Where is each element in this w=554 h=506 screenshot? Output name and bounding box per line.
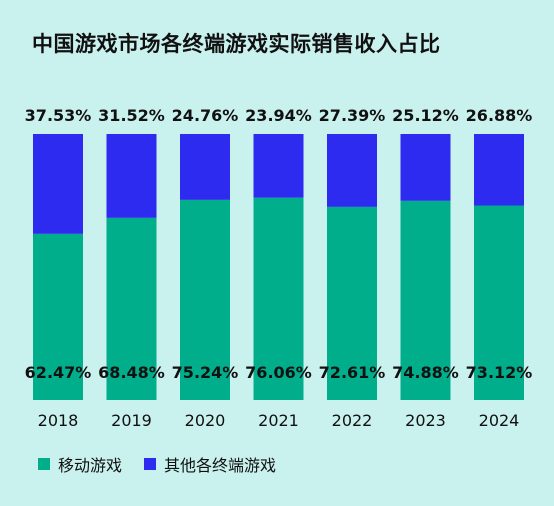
data-label-other-2023: 25.12% bbox=[392, 106, 459, 125]
bar-other-2024 bbox=[474, 134, 524, 206]
bar-mobile-2023 bbox=[400, 200, 451, 400]
data-label-mobile-2023: 74.88% bbox=[392, 363, 459, 382]
x-tick-label-2024: 2024 bbox=[479, 411, 520, 430]
bars-group bbox=[33, 134, 524, 400]
data-label-other-2020: 24.76% bbox=[172, 106, 239, 125]
data-label-other-2021: 23.94% bbox=[245, 106, 312, 125]
bar-mobile-2018 bbox=[33, 233, 83, 400]
data-label-other-2019: 31.52% bbox=[98, 106, 165, 125]
data-label-mobile-2021: 76.06% bbox=[245, 363, 312, 382]
bar-other-2021 bbox=[253, 134, 304, 198]
data-label-mobile-2022: 72.61% bbox=[319, 363, 386, 382]
legend-swatch-mobile bbox=[38, 458, 50, 470]
data-label-other-2024: 26.88% bbox=[466, 106, 533, 125]
x-tick-label-2021: 2021 bbox=[258, 411, 299, 430]
bar-mobile-2019 bbox=[106, 217, 157, 400]
bar-other-2022 bbox=[327, 134, 377, 207]
legend-swatch-other bbox=[144, 458, 157, 470]
bar-other-2019 bbox=[106, 134, 157, 218]
data-label-mobile-2018: 62.47% bbox=[25, 363, 92, 382]
data-label-mobile-2024: 73.12% bbox=[466, 363, 533, 382]
legend-item-other: 其他各终端游戏 bbox=[144, 452, 276, 476]
x-tick-label-2018: 2018 bbox=[38, 411, 79, 430]
x-tick-label-2023: 2023 bbox=[405, 411, 446, 430]
bar-other-2023 bbox=[400, 134, 451, 201]
bar-mobile-2022 bbox=[327, 206, 377, 400]
bar-other-2020 bbox=[180, 134, 230, 200]
bar-mobile-2020 bbox=[180, 199, 230, 400]
data-label-mobile-2020: 75.24% bbox=[172, 363, 239, 382]
bar-mobile-2021 bbox=[253, 197, 304, 400]
bar-mobile-2024 bbox=[474, 205, 524, 400]
legend: 移动游戏 其他各终端游戏 bbox=[38, 452, 276, 476]
data-label-other-2018: 37.53% bbox=[25, 106, 92, 125]
legend-label-other: 其他各终端游戏 bbox=[164, 456, 277, 475]
x-tick-label-2022: 2022 bbox=[332, 411, 373, 430]
x-tick-label-2020: 2020 bbox=[185, 411, 226, 430]
chart-title: 中国游戏市场各终端游戏实际销售收入占比 bbox=[32, 32, 441, 56]
x-tick-label-2019: 2019 bbox=[111, 411, 152, 430]
data-label-other-2022: 27.39% bbox=[319, 106, 386, 125]
legend-item-mobile: 移动游戏 bbox=[38, 452, 122, 476]
bar-other-2018 bbox=[33, 134, 83, 234]
labels-group: 37.53% 62.47% 2018 31.52% 68.48% 2019 24.76% 75… bbox=[25, 106, 533, 430]
data-label-mobile-2019: 68.48% bbox=[98, 363, 165, 382]
legend-label-mobile: 移动游戏 bbox=[58, 456, 123, 475]
